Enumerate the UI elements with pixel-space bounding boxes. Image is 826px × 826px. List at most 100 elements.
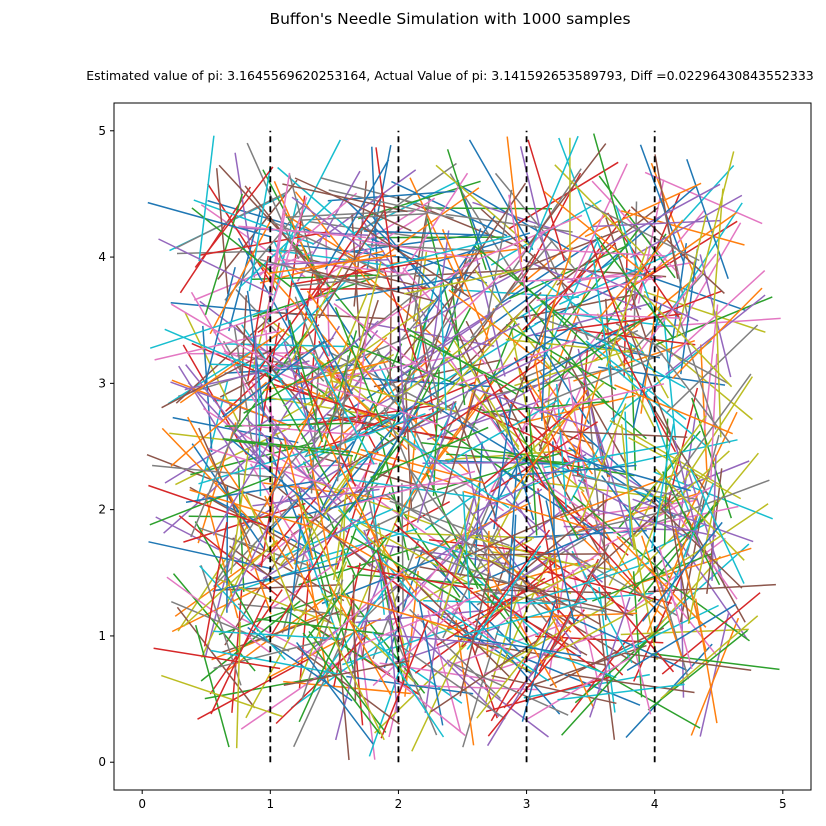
needle-line <box>598 614 616 740</box>
needle-line <box>573 339 696 382</box>
needle-line <box>338 594 463 632</box>
needle-line <box>152 464 280 479</box>
needle-line <box>505 454 611 530</box>
needle-line <box>528 409 538 536</box>
needle-line <box>448 357 522 464</box>
needle-line <box>366 244 496 253</box>
needle-line <box>589 239 635 360</box>
needle-line <box>386 235 511 268</box>
needle-line <box>462 491 472 618</box>
needle-line <box>268 172 291 298</box>
needle-line <box>178 515 279 597</box>
needle-line <box>333 562 361 687</box>
needle-line <box>247 281 322 387</box>
needle-line <box>699 613 730 737</box>
needle-line <box>336 355 349 482</box>
needle-line <box>654 154 679 279</box>
needle-line <box>590 508 717 537</box>
needle-line <box>487 636 569 737</box>
needle-line <box>534 315 656 360</box>
needle-line <box>522 315 590 425</box>
needle-line <box>497 550 602 627</box>
needle-line <box>298 513 409 580</box>
needle-line <box>418 601 444 726</box>
needle-line <box>592 259 613 386</box>
needle-line <box>514 274 643 283</box>
needle-line <box>215 473 286 582</box>
needle-line <box>567 673 695 694</box>
needle-line <box>650 498 743 589</box>
needle-line <box>523 673 650 699</box>
needle-line <box>262 510 372 580</box>
needle-line <box>350 599 364 726</box>
needle-line <box>292 272 420 287</box>
needle-line <box>571 550 633 664</box>
needle-line <box>375 187 480 264</box>
needle-line <box>484 631 607 675</box>
needle-line <box>400 645 506 720</box>
needle-line <box>246 255 269 381</box>
needle-line <box>480 589 607 613</box>
needle-line <box>555 312 684 320</box>
needle-line <box>214 577 335 625</box>
needle-line <box>514 347 637 387</box>
needle-line <box>397 323 455 438</box>
needle-line <box>517 427 579 540</box>
needle-line <box>470 240 553 339</box>
needle-line <box>361 226 470 298</box>
needle-line <box>198 135 215 262</box>
needle-line <box>574 618 672 704</box>
needle-line <box>383 309 456 416</box>
needle-line <box>662 471 721 586</box>
needle-line <box>267 617 382 679</box>
needle-line <box>615 323 730 385</box>
needle-line <box>543 191 644 273</box>
needle-line <box>412 290 442 414</box>
needle-line <box>538 370 611 478</box>
needle-line <box>291 196 396 273</box>
needle-line <box>363 477 392 602</box>
needle-line <box>526 653 637 721</box>
y-axis: 0 1 2 3 4 5 <box>98 124 114 769</box>
needle-line <box>701 151 735 275</box>
needle-line <box>217 179 298 280</box>
x-tick-label: 1 <box>266 797 274 811</box>
needle-line <box>372 540 420 660</box>
needle-line <box>598 175 676 279</box>
needle-line <box>584 202 700 262</box>
needle-line <box>257 264 367 334</box>
needle-line <box>229 545 332 624</box>
needle-line <box>466 545 542 650</box>
needle-line <box>376 236 505 239</box>
needle-line <box>371 146 379 273</box>
needle-line <box>218 591 341 636</box>
needle-line <box>316 382 438 425</box>
needle-line <box>552 494 640 590</box>
needle-line <box>454 634 582 657</box>
needle-line <box>643 290 766 333</box>
needle-line <box>425 252 470 373</box>
needle-line <box>402 436 510 509</box>
needle-line <box>690 617 740 736</box>
needle-line <box>561 640 648 736</box>
needles-layer <box>146 133 781 761</box>
needle-line <box>455 598 498 719</box>
needle-line <box>202 267 236 390</box>
needle-line <box>675 214 707 338</box>
needle-line <box>469 386 592 429</box>
needle-line <box>614 339 677 453</box>
needle-line <box>223 350 344 400</box>
needle-line <box>540 592 595 709</box>
needle-line <box>525 592 654 605</box>
needle-line <box>606 286 669 399</box>
needle-line <box>410 469 489 572</box>
needle-line <box>440 357 546 432</box>
needle-line <box>675 309 717 430</box>
x-tick-label: 3 <box>523 797 531 811</box>
needle-line <box>263 207 287 333</box>
needle-line <box>161 674 283 718</box>
x-tick-label: 5 <box>779 797 787 811</box>
needle-line <box>608 363 707 447</box>
needle-line <box>567 376 591 502</box>
needle-line <box>501 601 614 666</box>
